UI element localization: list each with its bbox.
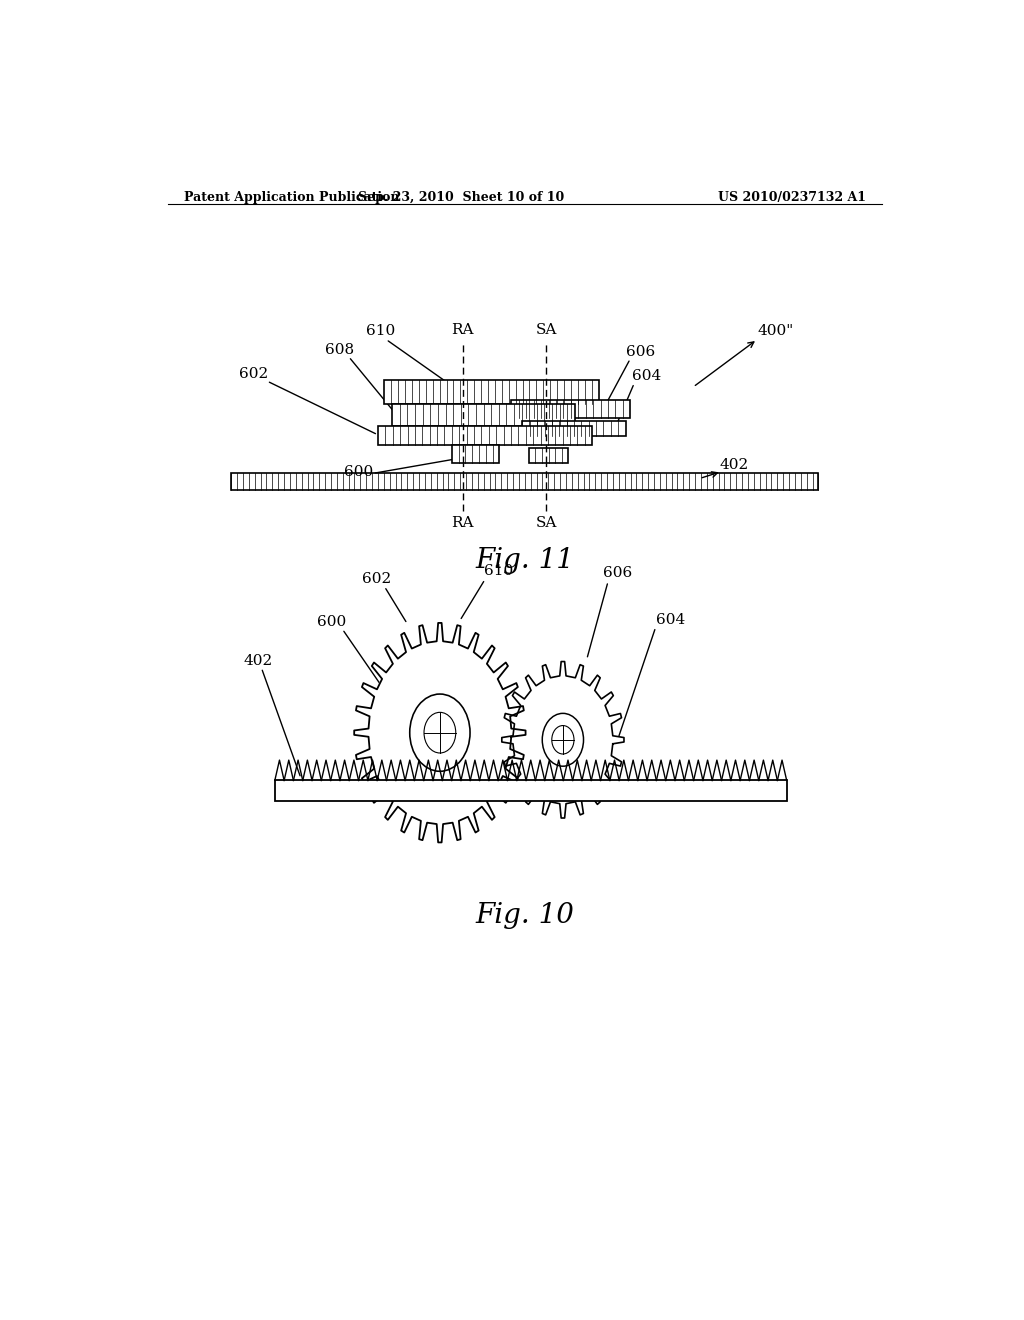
Text: 600: 600 xyxy=(316,615,346,628)
Text: 610: 610 xyxy=(483,564,513,578)
Text: 606: 606 xyxy=(627,345,655,359)
Text: 608: 608 xyxy=(325,343,354,356)
Bar xyxy=(511,400,631,417)
Text: 604: 604 xyxy=(632,370,662,383)
Text: RA: RA xyxy=(452,516,474,531)
Bar xyxy=(378,426,592,445)
Text: Fig. 11: Fig. 11 xyxy=(475,546,574,574)
Text: 600: 600 xyxy=(344,465,373,479)
Text: 610: 610 xyxy=(367,325,395,338)
Bar xyxy=(392,404,574,426)
Text: 402: 402 xyxy=(243,653,272,668)
Text: 602: 602 xyxy=(362,573,391,586)
Text: US 2010/0237132 A1: US 2010/0237132 A1 xyxy=(718,191,866,203)
Text: 602: 602 xyxy=(240,367,268,381)
Circle shape xyxy=(410,694,470,771)
Text: SA: SA xyxy=(536,516,557,531)
Bar xyxy=(528,447,568,463)
Bar xyxy=(231,474,818,490)
Text: RA: RA xyxy=(452,323,474,338)
Circle shape xyxy=(543,713,584,766)
Text: SA: SA xyxy=(536,323,557,338)
Circle shape xyxy=(552,726,574,754)
Text: Patent Application Publication: Patent Application Publication xyxy=(183,191,399,203)
Bar xyxy=(452,445,500,463)
Polygon shape xyxy=(502,661,624,818)
Bar xyxy=(274,780,786,801)
Text: 400": 400" xyxy=(758,325,794,338)
Text: 606: 606 xyxy=(602,566,632,581)
Bar xyxy=(384,380,599,404)
Text: 604: 604 xyxy=(655,612,685,627)
Text: Fig. 10: Fig. 10 xyxy=(475,903,574,929)
Bar xyxy=(522,421,626,436)
Text: 402: 402 xyxy=(719,458,749,473)
Circle shape xyxy=(424,713,456,752)
Text: Sep. 23, 2010  Sheet 10 of 10: Sep. 23, 2010 Sheet 10 of 10 xyxy=(358,191,564,203)
Polygon shape xyxy=(354,623,525,842)
